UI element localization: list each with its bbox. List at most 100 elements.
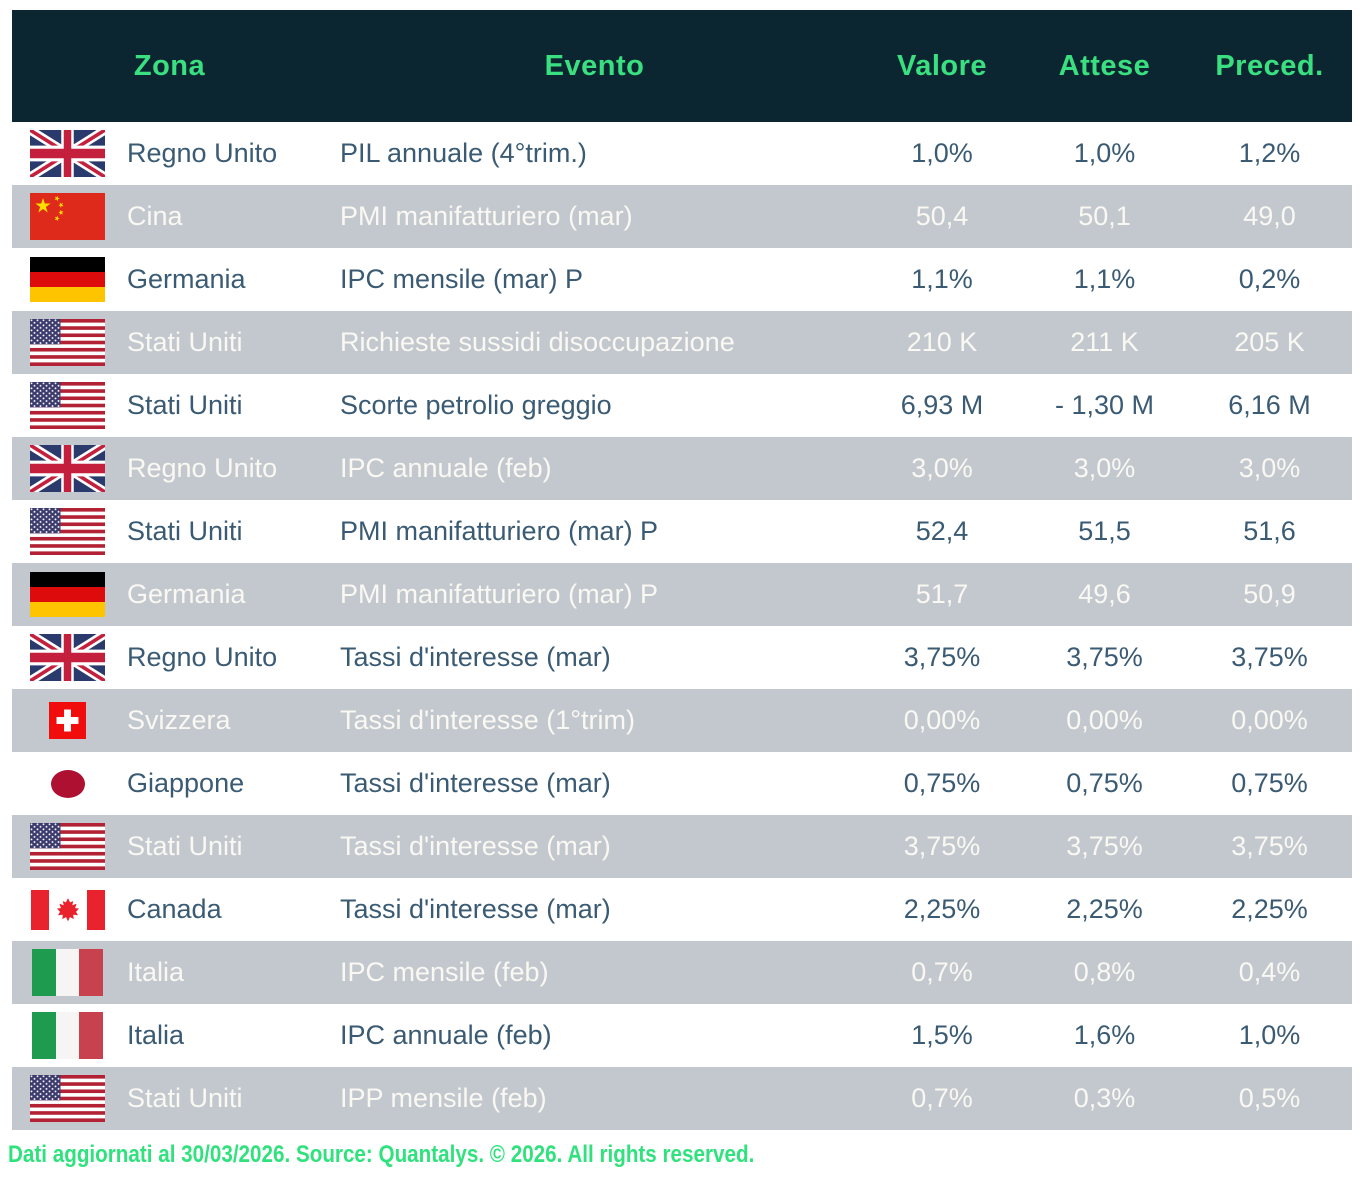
table-row: Regno Unito IPC annuale (feb) 3,0% 3,0% … xyxy=(12,437,1352,500)
table-row: Stati Uniti PMI manifatturiero (mar) P 5… xyxy=(12,500,1352,563)
table-row: Germania IPC mensile (mar) P 1,1% 1,1% 0… xyxy=(12,248,1352,311)
flag-it-icon xyxy=(30,1012,105,1059)
table-row: Italia IPC annuale (feb) 1,5% 1,6% 1,0% xyxy=(12,1004,1352,1067)
zone-cell: Canada xyxy=(12,890,327,930)
expected-cell: 1,0% xyxy=(1073,138,1136,168)
value-cell: 6,93 M xyxy=(900,390,984,420)
zone-label: Regno Unito xyxy=(127,138,278,168)
flag-de-icon xyxy=(30,572,105,617)
previous-cell: 205 K xyxy=(1234,327,1305,357)
value-cell: 0,7% xyxy=(911,1083,973,1113)
value-cell: 2,25% xyxy=(903,894,981,924)
event-label: Tassi d'interesse (mar) xyxy=(340,894,611,924)
flag-us-icon xyxy=(30,823,105,870)
zone-cell: Regno Unito xyxy=(12,634,327,681)
flag-us-icon xyxy=(30,1075,105,1122)
value-cell: 3,0% xyxy=(911,453,973,483)
flag-gb-icon xyxy=(30,130,105,177)
previous-cell: 3,0% xyxy=(1238,453,1301,483)
expected-cell: 1,1% xyxy=(1073,264,1136,294)
value-cell: 3,75% xyxy=(903,642,981,672)
column-header-valore: Valore xyxy=(896,49,988,82)
table-row: Regno Unito Tassi d'interesse (mar) 3,75… xyxy=(12,626,1352,689)
event-label: IPC annuale (feb) xyxy=(340,1020,552,1050)
flag-de-icon xyxy=(30,257,105,302)
event-label: IPC annuale (feb) xyxy=(340,453,552,483)
table-row: Italia IPC mensile (feb) 0,7% 0,8% 0,4% xyxy=(12,941,1352,1004)
flag-jp-icon xyxy=(30,769,105,799)
zone-cell: Italia xyxy=(12,1012,327,1059)
expected-cell: 0,00% xyxy=(1066,705,1143,735)
zone-label: Italia xyxy=(127,957,185,987)
zone-label: Canada xyxy=(127,894,222,924)
table-header: Zona Evento Valore Attese Preced. xyxy=(12,10,1352,122)
flag-ca-icon xyxy=(30,890,105,930)
zone-cell: Regno Unito xyxy=(12,445,327,492)
zone-cell: Stati Uniti xyxy=(12,1075,327,1122)
value-cell: 51,7 xyxy=(915,579,969,609)
expected-cell: 1,6% xyxy=(1073,1020,1136,1050)
previous-cell: 3,75% xyxy=(1231,831,1308,861)
column-header-attese: Attese xyxy=(1058,49,1151,82)
previous-cell: 6,16 M xyxy=(1228,390,1311,420)
flag-us-icon xyxy=(30,319,105,366)
table-row: Svizzera Tassi d'interesse (1°trim) 0,00… xyxy=(12,689,1352,752)
table-row: Stati Uniti Richieste sussidi disoccupaz… xyxy=(12,311,1352,374)
event-label: PMI manifatturiero (mar) xyxy=(340,201,633,231)
previous-cell: 0,5% xyxy=(1238,1083,1301,1113)
event-label: PMI manifatturiero (mar) P xyxy=(340,579,659,609)
table-row: Regno Unito PIL annuale (4°trim.) 1,0% 1… xyxy=(12,122,1352,185)
value-cell: 3,75% xyxy=(903,831,981,861)
table-row: Stati Uniti Scorte petrolio greggio 6,93… xyxy=(12,374,1352,437)
zone-label: Giappone xyxy=(127,768,245,798)
expected-cell: 0,75% xyxy=(1066,768,1143,798)
flag-cn-icon xyxy=(30,193,105,240)
zone-cell: Italia xyxy=(12,949,327,996)
previous-cell: 0,75% xyxy=(1231,768,1308,798)
previous-cell: 2,25% xyxy=(1231,894,1308,924)
column-header-preced: Preced. xyxy=(1215,49,1324,82)
value-cell: 1,1% xyxy=(911,264,973,294)
zone-label: Svizzera xyxy=(127,705,231,735)
zone-cell: Stati Uniti xyxy=(12,319,327,366)
previous-cell: 0,2% xyxy=(1238,264,1301,294)
event-label: IPP mensile (feb) xyxy=(340,1083,547,1113)
table-row: Giappone Tassi d'interesse (mar) 0,75% 0… xyxy=(12,752,1352,815)
expected-cell: 3,75% xyxy=(1066,831,1143,861)
value-cell: 50,4 xyxy=(915,201,969,231)
footer-source-note: Dati aggiornati al 30/03/2026. Source: Q… xyxy=(8,1141,755,1168)
event-label: Richieste sussidi disoccupazione xyxy=(340,327,735,357)
zone-label: Stati Uniti xyxy=(127,327,243,357)
previous-cell: 3,75% xyxy=(1231,642,1308,672)
zone-cell: Giappone xyxy=(12,768,327,799)
zone-label: Stati Uniti xyxy=(127,1083,243,1113)
previous-cell: 0,00% xyxy=(1231,705,1308,735)
table-row: Stati Uniti Tassi d'interesse (mar) 3,75… xyxy=(12,815,1352,878)
value-cell: 52,4 xyxy=(915,516,969,546)
table-row: Canada Tassi d'interesse (mar) 2,25% 2,2… xyxy=(12,878,1352,941)
zone-label: Germania xyxy=(127,264,246,294)
expected-cell: 3,0% xyxy=(1073,453,1136,483)
zone-label: Regno Unito xyxy=(127,642,278,672)
table-row: Cina PMI manifatturiero (mar) 50,4 50,1 … xyxy=(12,185,1352,248)
previous-cell: 1,0% xyxy=(1238,1020,1301,1050)
zone-cell: Stati Uniti xyxy=(12,823,327,870)
expected-cell: 0,3% xyxy=(1073,1083,1136,1113)
event-label: Tassi d'interesse (mar) xyxy=(340,768,611,798)
economic-calendar-table: Zona Evento Valore Attese Preced. Regno … xyxy=(12,10,1352,1130)
column-header-evento: Evento xyxy=(544,49,645,82)
value-cell: 0,75% xyxy=(903,768,981,798)
event-label: Tassi d'interesse (mar) xyxy=(340,831,611,861)
value-cell: 210 K xyxy=(906,327,978,357)
flag-us-icon xyxy=(30,508,105,555)
flag-us-icon xyxy=(30,382,105,429)
zone-cell: Germania xyxy=(12,257,327,302)
event-label: PMI manifatturiero (mar) P xyxy=(340,516,659,546)
value-cell: 1,0% xyxy=(911,138,973,168)
flag-gb-icon xyxy=(30,445,105,492)
zone-label: Cina xyxy=(127,201,183,231)
event-label: Tassi d'interesse (1°trim) xyxy=(340,705,636,735)
expected-cell: 2,25% xyxy=(1066,894,1143,924)
value-cell: 0,00% xyxy=(903,705,981,735)
